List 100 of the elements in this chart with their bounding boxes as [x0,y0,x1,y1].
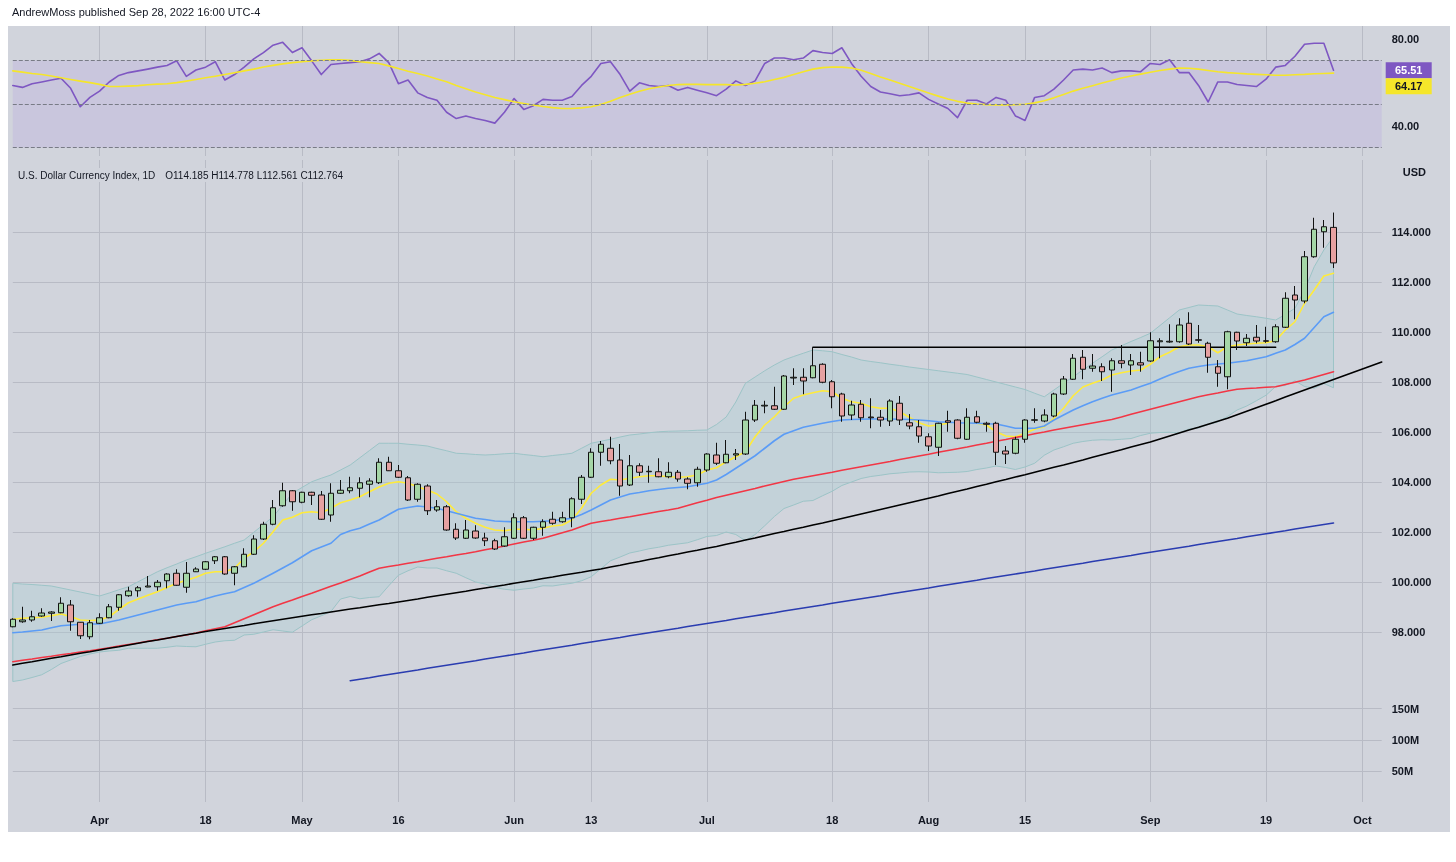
candlestick [684,476,691,490]
candlestick [1224,330,1231,390]
candlestick [48,610,55,622]
candlestick [819,362,826,384]
x-tick-label: Oct [1353,813,1372,826]
candlestick [790,367,797,386]
candlestick [675,469,681,483]
candlestick [58,596,64,614]
candlestick [733,448,739,461]
candlestick [530,526,537,541]
candlestick [376,457,382,485]
candlestick [1330,212,1337,269]
text: U.S. Dollar Currency Index, 1D [18,169,156,181]
candlestick [443,504,450,532]
line-series [12,41,1335,124]
x-tick-label: 16 [392,813,405,826]
candlestick [1321,219,1327,249]
candlestick [993,421,999,466]
candlestick [492,538,498,551]
x-tick-label: Sep [1140,813,1161,826]
candlestick [848,400,855,421]
candlestick [1176,317,1183,344]
candlestick [308,491,315,506]
candlestick [222,555,228,576]
candlestick [1109,357,1115,393]
candlestick [1243,333,1250,347]
chart-title: AndrewMoss published Sep 28, 2022 16:00 UTC-4 [12,5,261,18]
candlestick [1282,291,1289,329]
candlestick [1186,311,1192,346]
candlestick [231,565,238,586]
candlestick [646,465,652,484]
candlestick [424,483,431,516]
candlestick [617,443,623,497]
candlestick [202,560,209,571]
candlestick [1128,353,1134,376]
candlestick [1234,331,1240,351]
y-tick-label: 104.000 [1391,476,1432,488]
candlestick [520,515,527,540]
y-tick-label: 108.000 [1391,376,1432,388]
candlestick [598,440,604,467]
candlestick [800,367,807,395]
candlestick [270,499,276,526]
candlestick [1012,436,1019,455]
candlestick [559,511,566,524]
candlestick [916,419,922,444]
candlestick [183,561,190,594]
candlestick [395,464,402,479]
candlestick [1253,324,1260,344]
y-tick-label: 112.000 [1391,276,1431,288]
candlestick [19,606,26,624]
candlestick [1292,285,1298,320]
candlestick [569,496,575,528]
x-tick-label: 15 [1018,813,1032,826]
candlestick [549,511,556,526]
y-tick-label: 102.000 [1391,526,1432,538]
candlestick [1031,407,1038,424]
x-tick-label: 19 [1259,813,1273,826]
candlestick [453,522,459,541]
y-axis-title: USD [1402,165,1427,178]
y-tick-label: 110.000 [1391,326,1431,338]
candlestick [954,418,961,440]
candlestick [781,374,787,411]
candlestick [463,519,469,540]
candlestick [1263,326,1269,344]
candlestick [511,512,517,540]
candlestick [260,521,267,541]
text: 65.51 [1394,64,1423,77]
candlestick [1002,445,1009,465]
candlestick [145,575,151,588]
candlestick [116,593,122,612]
candlestick [665,461,672,479]
candlestick [29,610,35,623]
candlestick [906,413,913,430]
x-tick-label: Jul [698,813,715,826]
candlestick [173,568,180,587]
candlestick [1137,351,1144,373]
candlestick [858,399,864,423]
candlestick [154,579,161,592]
candlestick [540,518,546,537]
candlestick [212,555,218,565]
y-tick-label: 114.000 [1391,226,1431,238]
candlestick [694,466,701,488]
candlestick [1166,323,1173,344]
x-tick-label: 18 [826,813,839,826]
candlestick [704,452,710,473]
candlestick [67,599,74,632]
candlestick [414,482,421,503]
x-tick-label: 18 [199,813,212,826]
candlestick [1311,217,1317,259]
y-tick-label: 98.000 [1391,626,1426,638]
candlestick [77,621,84,640]
candlestick [636,462,643,477]
candlestick [983,421,990,433]
candlestick [164,572,170,589]
candlestick [318,490,325,521]
candlestick [771,386,778,411]
candlestick [810,346,816,379]
candlestick [501,526,508,548]
candlestick [1041,408,1048,423]
candlestick [742,411,749,456]
